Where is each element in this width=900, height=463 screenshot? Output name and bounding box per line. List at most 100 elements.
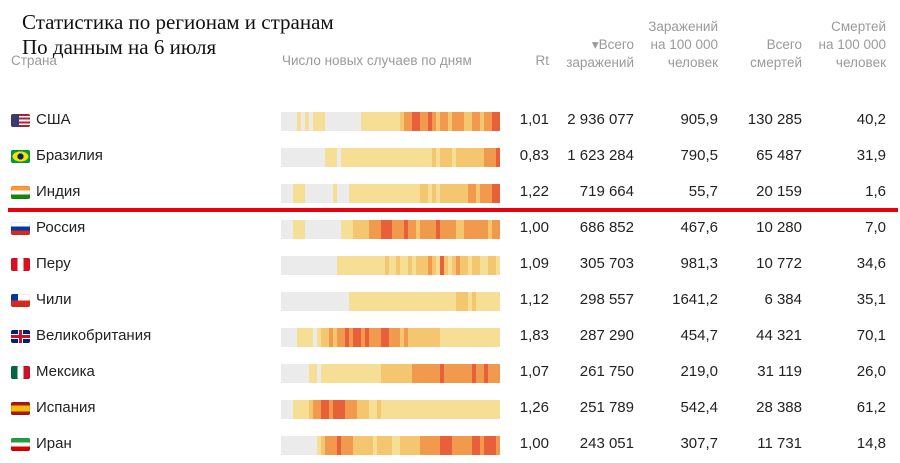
heat-cell	[373, 148, 377, 167]
table-row[interactable]: США 1,01 2 936 077 905,9 130 285 40,2	[0, 103, 900, 139]
heat-cell	[436, 328, 440, 347]
table-row[interactable]: Индия 1,22 719 664 55,7 20 159 1,6	[0, 175, 900, 211]
heat-cell	[341, 364, 345, 383]
heat-cell	[492, 364, 496, 383]
heat-cell	[329, 148, 333, 167]
heat-cell	[416, 220, 420, 239]
heat-cell	[377, 400, 381, 419]
heat-cell	[404, 220, 408, 239]
heat-cell	[369, 436, 373, 455]
heat-cell	[301, 400, 305, 419]
table-row[interactable]: Россия 1,00 686 852 467,6 10 280 7,0	[0, 211, 900, 247]
heat-cell	[464, 328, 468, 347]
heat-cell	[432, 220, 436, 239]
deaths-per-100k-value: 7,0	[865, 219, 886, 236]
heat-cell	[333, 148, 337, 167]
deaths-per-100k-value: 35,1	[856, 291, 886, 308]
heat-cell	[341, 400, 345, 419]
heat-cell	[381, 292, 385, 311]
heat-cell	[385, 256, 389, 275]
heat-cell	[428, 184, 432, 203]
heat-cell	[468, 148, 472, 167]
heat-cell	[416, 148, 420, 167]
heat-cell	[357, 220, 361, 239]
heat-cell	[484, 220, 488, 239]
heat-cell	[416, 400, 420, 419]
rt-value: 1,07	[519, 363, 549, 380]
table-row[interactable]: Бразилия 0,83 1 623 284 790,5 65 487 31,9	[0, 139, 900, 175]
heat-cell	[365, 112, 369, 131]
table-row[interactable]: Иран 1,00 243 051 307,7 11 731 14,8	[0, 427, 900, 463]
header-deaths-per-100k[interactable]: Смертей на 100 000 человек	[818, 18, 886, 72]
heat-cell	[484, 292, 488, 311]
heat-cell	[389, 400, 392, 419]
daily-cases-heat-strip	[281, 292, 500, 311]
heat-cell	[400, 148, 404, 167]
heat-cell	[476, 184, 480, 203]
total-deaths-value: 44 321	[756, 327, 802, 344]
heat-cell	[480, 328, 484, 347]
heat-cell	[365, 256, 369, 275]
heat-cell	[492, 328, 496, 347]
flag-icon	[11, 330, 30, 343]
heat-cell	[416, 436, 420, 455]
heat-cell	[396, 436, 400, 455]
heat-cell	[365, 220, 369, 239]
heat-cell	[357, 400, 361, 419]
heat-cell	[468, 220, 472, 239]
heat-cell	[337, 436, 341, 455]
heat-cell	[321, 328, 325, 347]
header-cases-per-100k[interactable]: Заражений на 100 000 человек	[648, 18, 718, 72]
heat-cell	[412, 436, 416, 455]
heat-cell	[432, 184, 436, 203]
heat-cell	[345, 328, 349, 347]
heat-cell	[333, 184, 337, 203]
heat-cell	[492, 184, 496, 203]
total-cases-value: 719 664	[579, 183, 634, 200]
heat-cell	[440, 328, 444, 347]
table-row[interactable]: Перу 1,09 305 703 981,3 10 772 34,6	[0, 247, 900, 283]
heat-cell	[353, 328, 357, 347]
heat-cell	[456, 400, 460, 419]
header-total-cases[interactable]: ▾Всего заражений	[566, 36, 634, 72]
heat-cell	[400, 256, 404, 275]
heat-cell	[444, 328, 448, 347]
heat-cell	[381, 364, 385, 383]
total-deaths-value: 28 388	[756, 399, 802, 416]
heat-cell	[444, 220, 448, 239]
heat-cell	[361, 436, 365, 455]
heat-cell	[392, 148, 396, 167]
heat-cell	[361, 112, 365, 131]
heat-cell	[392, 256, 396, 275]
cases-per-100k-value: 454,7	[680, 327, 718, 344]
heat-cell	[468, 112, 472, 131]
heat-cell	[341, 256, 345, 275]
header-total-deaths[interactable]: Всего смертей	[750, 36, 802, 72]
header-rt[interactable]: Rt	[535, 53, 550, 68]
heat-cell	[345, 220, 349, 239]
heat-cell	[476, 256, 480, 275]
heat-cell	[480, 112, 484, 131]
heat-cell	[353, 400, 357, 419]
table-row[interactable]: Мексика 1,07 261 750 219,0 31 119 26,0	[0, 355, 900, 391]
heat-cell	[408, 184, 412, 203]
heat-cell	[428, 220, 432, 239]
heat-cell	[392, 436, 396, 455]
heat-cell	[365, 148, 369, 167]
heat-cell	[472, 256, 476, 275]
heat-cell	[321, 112, 325, 131]
table-row[interactable]: Великобритания 1,83 287 290 454,7 44 321 70,1	[0, 319, 900, 355]
table-row[interactable]: Чили 1,12 298 557 1641,2 6 384 35,1	[0, 283, 900, 319]
heat-cell	[424, 220, 428, 239]
heat-cell	[293, 220, 297, 239]
heat-cell	[428, 112, 432, 131]
heat-cell	[305, 400, 309, 419]
table-row[interactable]: Испания 1,26 251 789 542,4 28 388 61,2	[0, 391, 900, 427]
header-country[interactable]: Страна	[11, 53, 57, 68]
heat-cell	[456, 112, 460, 131]
heat-cell	[468, 328, 472, 347]
heat-cell	[389, 112, 392, 131]
heat-cell	[369, 364, 373, 383]
heat-cell	[353, 184, 357, 203]
heat-cell	[396, 220, 400, 239]
